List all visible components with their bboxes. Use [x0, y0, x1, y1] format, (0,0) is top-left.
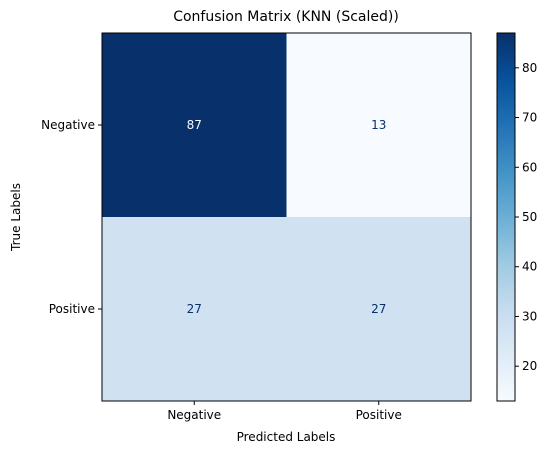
colorbar [496, 32, 516, 402]
x-tick-label: Positive [356, 408, 402, 422]
x-axis-label: Predicted Labels [237, 430, 336, 444]
heatmap-cells [102, 33, 471, 401]
cell-value-0-1: 13 [371, 118, 386, 132]
x-axis-ticks: Negative Positive [167, 401, 402, 422]
heatmap-cell-0-0 [102, 33, 287, 217]
y-tick-label: Positive [49, 302, 95, 316]
y-axis-label: True Labels [9, 183, 23, 252]
cell-value-0-0: 87 [187, 118, 202, 132]
cell-value-1-1: 27 [371, 302, 386, 316]
colorbar-tick-label: 40 [522, 260, 537, 274]
heatmap-cell-1-1 [286, 217, 471, 401]
heatmap-cell-labels: 87 13 27 27 [187, 118, 387, 316]
heatmap-cell-0-1 [286, 33, 471, 217]
colorbar-tick-label: 70 [522, 111, 537, 125]
colorbar-tick-label: 30 [522, 309, 537, 323]
colorbar-ticks: 20 30 40 50 60 70 80 [515, 61, 537, 373]
colorbar-tick-label: 60 [522, 160, 537, 174]
cell-value-1-0: 27 [187, 302, 202, 316]
heatmap-cell-1-0 [102, 217, 287, 401]
y-axis-ticks: Negative Positive [41, 118, 102, 316]
colorbar-tick-label: 50 [522, 210, 537, 224]
chart-title: Confusion Matrix (KNN (Scaled)) [173, 9, 399, 25]
plot-frame [101, 32, 472, 402]
y-tick-label: Negative [41, 118, 95, 132]
colorbar-tick-label: 20 [522, 359, 537, 373]
x-tick-label: Negative [167, 408, 221, 422]
colorbar-tick-label: 80 [522, 61, 537, 75]
